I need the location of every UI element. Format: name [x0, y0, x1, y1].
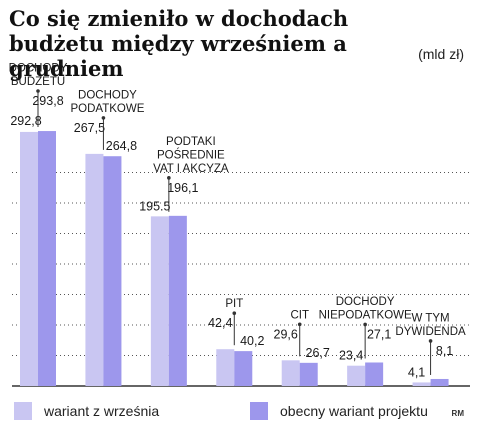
bar-series-1 — [347, 365, 366, 386]
data-label-series-1: 195.5 — [139, 199, 170, 213]
leader-dot — [297, 322, 302, 327]
category-label: DOCHODY — [78, 89, 137, 101]
data-label-series-2: 26,7 — [306, 346, 330, 360]
legend-item-series-2: obecny wariant projektu — [250, 402, 428, 420]
bar-series-2 — [38, 131, 56, 386]
credit: RM — [451, 409, 464, 418]
category-label: VAT I AKCYZA — [153, 163, 229, 175]
legend-label-series-1: wariant z września — [44, 403, 160, 419]
category-label: POŚREDNIE — [157, 148, 225, 161]
bar-series-1 — [281, 360, 300, 386]
chart-title: Co się zmieniło w dochodach budżetu międ… — [9, 6, 349, 81]
bar-series-2 — [234, 351, 253, 386]
category-label: DOCHODY — [336, 296, 395, 308]
bar-series-1 — [85, 153, 104, 386]
bar-series-1 — [216, 349, 235, 386]
category-label: PIT — [225, 298, 243, 310]
leader-dot — [101, 116, 106, 120]
data-label-series-1: 29,6 — [274, 327, 298, 341]
category-label: PODTAKI — [166, 136, 216, 148]
data-label-series-2: 293,8 — [32, 94, 63, 108]
legend-label-series-2: obecny wariant projektu — [280, 403, 428, 419]
data-label-series-1: 4,1 — [408, 365, 425, 379]
bar-series-1 — [150, 216, 169, 386]
leader-dot — [232, 311, 237, 316]
leader-dot — [167, 176, 171, 180]
data-label-series-1: 267,5 — [74, 121, 105, 135]
legend-swatch-series-1 — [14, 402, 32, 420]
bar-series-2 — [365, 362, 384, 386]
bar-series-2 — [168, 215, 187, 386]
legend-item-series-1: wariant z września — [14, 402, 159, 420]
unit-label: (mld zł) — [418, 46, 464, 62]
leader-dot — [363, 322, 367, 327]
data-label-series-2: 264,8 — [106, 139, 137, 153]
bar-series-2 — [299, 362, 318, 386]
bar-series-1 — [412, 382, 431, 386]
bar-series-2 — [430, 378, 449, 386]
category-label: DOCHODY — [9, 63, 68, 75]
data-label-series-2: 196,1 — [167, 181, 198, 195]
bar-chart-svg: 292,8293,8DOCHODYBUDŻETU267,5264,8DOCHOD… — [9, 63, 470, 387]
data-label-series-2: 8,1 — [436, 344, 453, 358]
category-label: DYWIDENDA — [395, 326, 466, 338]
category-label: PODATKOWE — [70, 103, 144, 115]
leader-dot — [428, 339, 433, 343]
legend: wariant z września obecny wariant projek… — [0, 398, 478, 428]
data-label-series-2: 40,2 — [240, 334, 264, 348]
category-label: BUDŻETU — [11, 75, 65, 88]
category-label: NIEPODATKOWE — [319, 309, 412, 321]
legend-swatch-series-2 — [250, 402, 268, 420]
data-label-series-2: 27,1 — [367, 327, 391, 341]
category-label: CIT — [290, 309, 309, 321]
data-label-series-1: 42,4 — [208, 316, 232, 330]
data-label-series-1: 23,4 — [339, 349, 363, 363]
category-label: W TYM — [412, 312, 450, 324]
leader-dot — [36, 89, 40, 93]
bar-series-1 — [20, 131, 38, 386]
bar-series-2 — [103, 156, 122, 386]
data-label-series-1: 292,8 — [10, 114, 41, 128]
